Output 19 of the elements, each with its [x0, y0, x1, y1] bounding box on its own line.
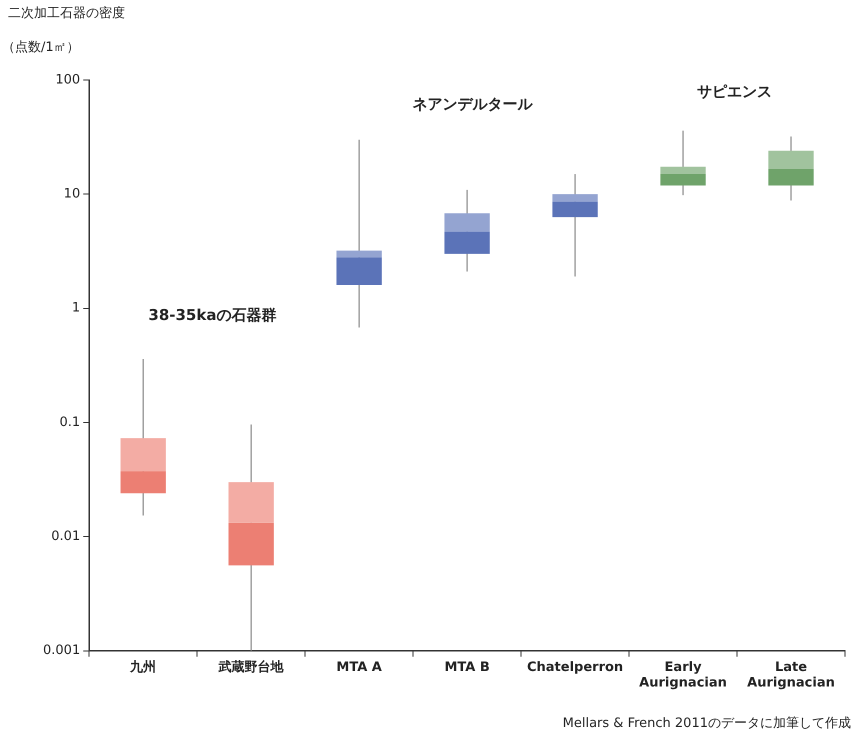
- y-tick-label: 0.001: [43, 643, 80, 658]
- x-tick-label: Late Aurignacian: [747, 660, 835, 691]
- x-tick-label: MTA A: [336, 660, 382, 675]
- annotation: ネアンデルタール: [412, 95, 534, 114]
- x-tick-label: 武蔵野台地: [218, 658, 285, 675]
- y-tick-label: 0.01: [51, 529, 80, 544]
- y-tick-label: 0.1: [60, 414, 80, 430]
- text: Mellars & French 2011のデータに加筆して作成: [562, 715, 851, 732]
- y-axis-title: （点数/1㎡）: [2, 39, 80, 56]
- annotation: サピエンス: [697, 82, 772, 100]
- x-tick-label: 九州: [129, 660, 156, 675]
- x-tick-label: Chatelperron: [526, 660, 624, 675]
- chart-title: 二次加工石器の密度: [8, 5, 125, 22]
- y-tick-label: 10: [64, 186, 80, 202]
- x-tick-label: Early Aurignacian: [639, 660, 727, 691]
- y-tick-label: 100: [55, 72, 80, 88]
- x-tick-label: MTA B: [444, 660, 490, 675]
- y-tick-label: 1: [72, 300, 80, 316]
- annotation: 38-35kaの石器群: [148, 306, 276, 324]
